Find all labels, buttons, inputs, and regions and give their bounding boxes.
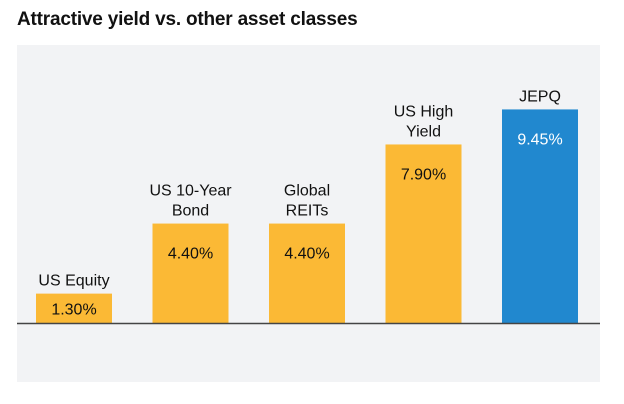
value-label-us-high-yield: 7.90%	[401, 166, 446, 183]
bar-jepq	[502, 109, 578, 324]
bar-us-10-year-bond	[152, 223, 229, 323]
value-label-us-10-year-bond: 4.40%	[168, 246, 213, 263]
chart-title: Attractive yield vs. other asset classes	[17, 9, 358, 30]
category-label-line: Global	[284, 183, 330, 200]
category-label-line: Yield	[406, 123, 441, 140]
category-label-line: Bond	[172, 203, 209, 220]
category-label-line: US High	[394, 103, 454, 120]
category-label-us-10-year-bond: US 10-Year Bond	[149, 183, 232, 220]
bar-us-high-yield	[385, 144, 462, 323]
chart-panel: 1.30% US Equity 4.40% US 10-Year Bond 4.40% Gl…	[17, 45, 600, 382]
bar-chart: 1.30% US Equity 4.40% US 10-Year Bond 4.40% Gl…	[17, 88, 600, 325]
category-label-jepq: JEPQ	[519, 88, 561, 105]
bars-layer: 1.30% US Equity 4.40% US 10-Year Bond 4.40% Gl…	[36, 88, 578, 324]
category-label-line: US Equity	[38, 273, 109, 290]
bar-us-equity	[36, 293, 112, 323]
category-label-us-high-yield: US High Yield	[394, 103, 454, 140]
category-label-line: US 10-Year	[149, 183, 232, 200]
category-label-global-reits: Global REITs	[284, 183, 330, 220]
category-label-us-equity: US Equity	[38, 273, 109, 290]
value-label-jepq: 9.45%	[517, 131, 562, 148]
category-label-line: REITs	[286, 203, 329, 220]
value-label-global-reits: 4.40%	[284, 246, 329, 263]
bar-global-reits	[269, 223, 345, 323]
value-label-us-equity: 1.30%	[51, 301, 96, 318]
category-label-line: JEPQ	[519, 88, 561, 105]
